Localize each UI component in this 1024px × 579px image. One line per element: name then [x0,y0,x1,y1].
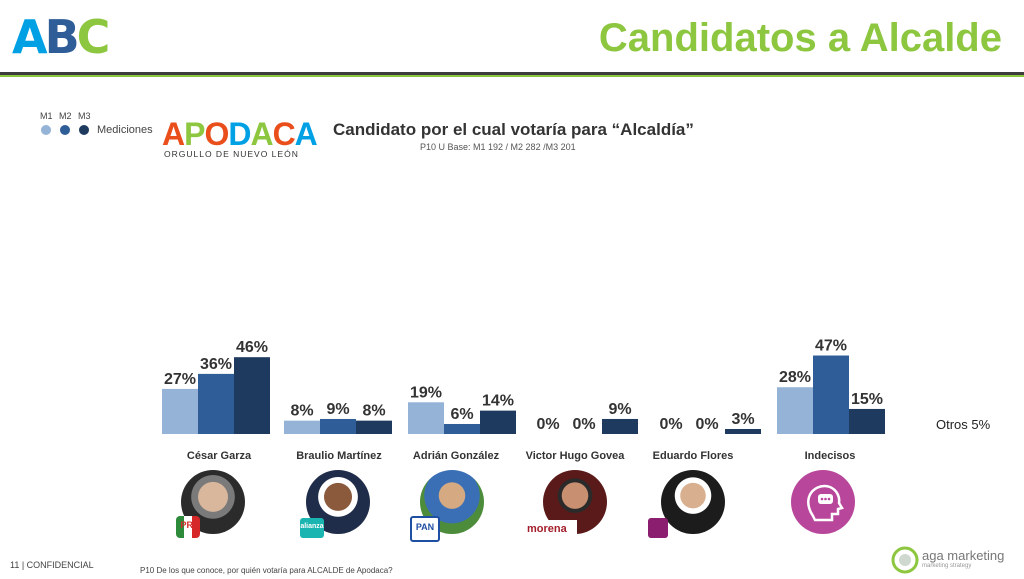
party-logo-pan: PAN [410,516,440,542]
bar-m3-4 [725,428,761,434]
bar-m2-1 [320,418,356,434]
data-label-m2-5: 47% [815,338,847,355]
data-label-m2-0: 36% [200,356,232,373]
bar-m2-0 [198,373,234,434]
data-label-m2-1: 9% [326,401,349,418]
bar-m3-2 [480,410,516,434]
chart-subtitle: P10 U Base: M1 192 / M2 282 /M3 201 [420,142,576,152]
bar-m1-1 [284,420,320,434]
legend-caption: Mediciones [97,124,153,136]
aga-swirl-icon [891,546,919,574]
otros-annotation: Otros 5% [936,417,991,432]
party-logo-alianza: alianza [300,518,324,538]
bar-m1-0 [162,388,198,434]
header-divider-dark [0,72,1024,75]
data-label-m1-3: 0% [536,416,559,433]
legend-label-m3: M3 [78,111,91,121]
data-label-m2-3: 0% [572,416,595,433]
legend-dot-m1 [41,125,51,135]
category-label-0: César Garza [187,450,252,462]
apodaca-logo-tagline: ORGULLO DE NUEVO LEÓN [164,149,299,159]
category-label-4: Eduardo Flores [653,450,734,462]
data-label-m1-0: 27% [164,371,196,388]
bar-m1-2 [408,402,444,434]
legend-dot-m2 [60,125,70,135]
chart-title: Candidato por el cual votaría para “Alca… [333,120,694,139]
data-label-m1-5: 28% [779,369,811,386]
head-speech-icon [806,484,844,522]
data-label-m1-2: 19% [410,384,442,401]
apodaca-logo: APODACA ORGULLO DE NUEVO LEÓN [162,118,318,160]
legend-dot-m3 [79,125,89,135]
page-title: Candidatos a Alcalde [598,16,1002,60]
bar-m3-3 [602,418,638,434]
page-number: 11 | CONFIDENCIAL [10,560,94,570]
bar-m1-5 [777,387,813,434]
header-divider-green [0,75,1024,77]
party-logo-morena: morena [527,520,577,538]
bar-m3-5 [849,408,885,434]
footer-question: P10 De los que conoce, por quién votaría… [140,566,393,575]
abc-logo: ABC [12,10,110,64]
undecided-icon [791,470,855,534]
data-label-m3-2: 14% [482,393,514,410]
category-label-3: Victor Hugo Govea [526,450,626,462]
category-label-1: Braulio Martínez [296,450,382,462]
data-label-m3-0: 46% [236,339,268,356]
bar-m3-1 [356,420,392,434]
data-label-m3-5: 15% [851,391,883,408]
bar-m3-0 [234,357,270,434]
data-label-m1-1: 8% [290,403,313,420]
data-label-m2-2: 6% [450,406,473,423]
aga-tagline: marketing strategy [922,563,972,569]
candidate-photo-eduardo-flores [661,470,725,534]
legend-label-m2: M2 [59,111,72,121]
bar-m2-2 [444,423,480,434]
aga-marketing-logo: aga marketing marketing strategy [890,545,1015,575]
aga-brand: aga marketing [922,548,1005,563]
party-logo-pri: PRI [176,516,200,538]
data-label-m3-3: 9% [608,401,631,418]
data-label-m2-4: 0% [695,416,718,433]
bar-m2-5 [813,355,849,434]
data-label-m3-4: 3% [731,411,754,428]
category-label-2: Adrián González [413,450,500,462]
apodaca-logo-word: APODACA [162,116,318,152]
data-label-m1-4: 0% [659,416,682,433]
category-label-5: Indecisos [805,450,856,462]
data-label-m3-1: 8% [362,403,385,420]
legend-label-m1: M1 [40,111,53,121]
party-logo-eduardo-flores [648,518,668,538]
